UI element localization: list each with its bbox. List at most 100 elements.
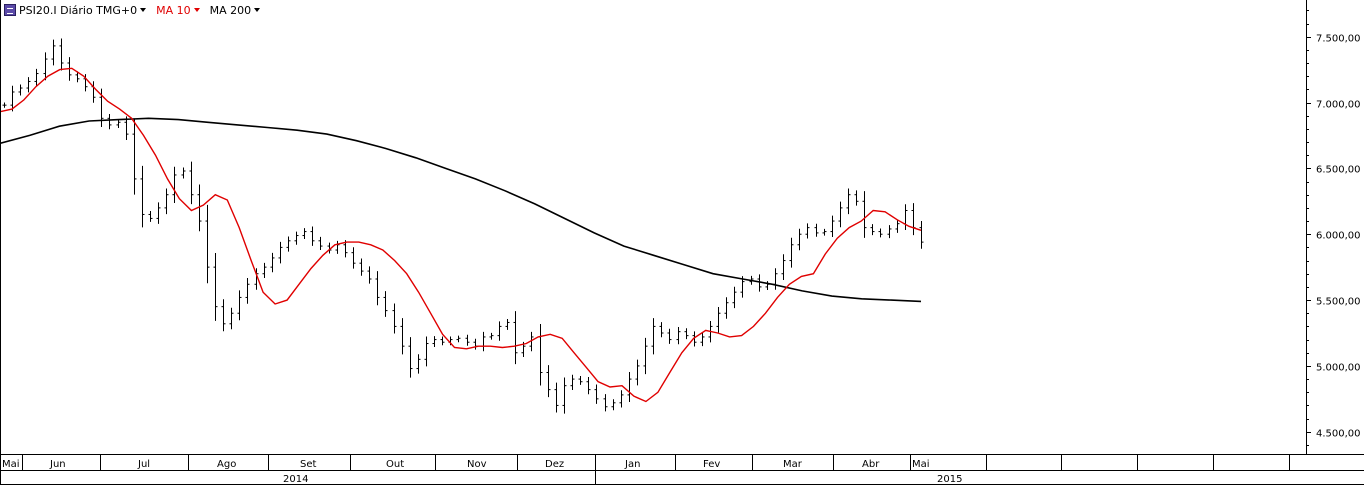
x-tick-label: Out <box>386 459 404 470</box>
ohlc-bar <box>773 268 778 290</box>
x-tick-label: Nov <box>467 459 487 470</box>
ma10-label: MA 10 <box>156 3 191 17</box>
ohlc-bar <box>797 228 802 251</box>
x-tick-label: Dez <box>545 459 564 470</box>
ohlc-bar <box>205 204 210 284</box>
ohlc-bar <box>456 335 461 343</box>
ohlc-bar <box>270 252 275 273</box>
y-tick-label: 5.500,00 <box>1316 297 1361 308</box>
ohlc-bar <box>716 306 721 333</box>
ohlc-bar <box>830 215 835 238</box>
ohlc-bar <box>513 311 518 365</box>
ohlc-bar <box>546 365 551 398</box>
year-label: 2015 <box>937 474 962 485</box>
ohlc-bar <box>278 241 283 264</box>
ohlc-bar <box>586 377 591 395</box>
ohlc-bar <box>351 247 356 269</box>
ohlc-bar <box>294 231 299 245</box>
ohlc-bar <box>619 390 624 408</box>
ohlc-bar <box>213 252 218 321</box>
ohlc-bar <box>659 322 664 338</box>
ohlc-bar <box>643 337 648 375</box>
ohlc-bar <box>805 223 810 239</box>
ma200-indicator[interactable]: MA 200 <box>210 4 261 17</box>
ohlc-bar <box>578 375 583 385</box>
ohlc-bar <box>107 114 112 130</box>
ohlc-bar <box>237 290 242 321</box>
ohlc-bar <box>562 377 567 414</box>
x-tick-label: Fev <box>703 459 720 470</box>
ohlc-bar <box>229 307 234 330</box>
chevron-down-icon <box>254 8 261 12</box>
x-tick-label: Mar <box>783 459 803 470</box>
ohlc-bar <box>416 354 421 374</box>
ohlc-bar <box>603 394 608 412</box>
y-tick-label: 6.500,00 <box>1316 165 1361 176</box>
ohlc-bar <box>724 297 729 319</box>
ohlc-bar <box>781 254 786 280</box>
ohlc-bar <box>164 188 169 215</box>
ohlc-bar <box>432 336 437 348</box>
ohlc-bar <box>465 334 470 346</box>
ohlc-bar <box>181 167 186 179</box>
ohlc-bar <box>611 399 616 411</box>
ohlc-bar <box>2 102 7 108</box>
ohlc-bar <box>700 333 705 347</box>
instrument-label: PSI20.I Diário TMG+0 <box>19 3 138 17</box>
ohlc-bar <box>789 237 794 268</box>
ohlc-bar <box>424 336 429 367</box>
x-tick-label: Jan <box>624 459 640 470</box>
ohlc-bar <box>302 228 307 240</box>
ohlc-bar <box>684 328 689 340</box>
ohlc-bar <box>286 236 291 252</box>
ohlc-bar <box>732 286 737 309</box>
ohlc-bar <box>197 184 202 232</box>
chevron-down-icon <box>140 8 147 12</box>
ohlc-bar <box>335 240 340 254</box>
ohlc-bar <box>667 328 672 344</box>
ohlc-bar <box>846 188 851 215</box>
x-tick-label: Set <box>300 459 317 470</box>
ohlc-bar <box>440 336 445 346</box>
ohlc-bar <box>400 318 405 355</box>
ma200-line <box>0 117 922 303</box>
ohlc-bar <box>392 303 397 334</box>
ohlc-bar <box>43 52 48 81</box>
ohlc-bar <box>383 291 388 317</box>
ohlc-bar <box>903 204 908 230</box>
ohlc-bar <box>367 266 372 284</box>
ohlc-bar <box>408 337 413 378</box>
ohlc-bar <box>245 278 250 304</box>
x-tick-label: Mai <box>2 459 20 470</box>
ohlc-bar <box>148 210 153 222</box>
x-tick-label: Jul <box>137 459 150 470</box>
y-tick-label: 4.500,00 <box>1316 429 1361 440</box>
ohlc-bar <box>627 372 632 402</box>
ma200-label: MA 200 <box>209 3 252 17</box>
ohlc-bar <box>854 190 859 206</box>
instrument-selector[interactable]: PSI20.I Diário TMG+0 <box>19 3 147 17</box>
ohlc-bar <box>594 384 599 404</box>
year-label: 2014 <box>283 474 308 485</box>
ma10-indicator[interactable]: MA 10 <box>156 4 200 17</box>
ohlc-bar <box>692 331 697 347</box>
ohlc-bar <box>822 228 827 236</box>
ohlc-bar <box>887 225 892 239</box>
ohlc-bar <box>51 39 56 66</box>
ohlc-bar <box>172 166 177 203</box>
y-tick-label: 5.000,00 <box>1316 363 1361 374</box>
ohlc-bar <box>676 327 681 345</box>
ohlc-bar <box>505 318 510 330</box>
price-bars <box>2 38 924 414</box>
y-tick-label: 7.000,00 <box>1316 100 1361 111</box>
ohlc-bar <box>814 223 819 237</box>
ohlc-bar <box>75 71 80 83</box>
ohlc-bar <box>895 219 900 233</box>
ohlc-bar <box>538 323 543 386</box>
ohlc-bar <box>870 224 875 236</box>
ohlc-bar <box>497 321 502 341</box>
chart-header: PSI20.I Diário TMG+0 MA 10 MA 200 <box>4 2 270 18</box>
ohlc-bar <box>189 161 194 205</box>
